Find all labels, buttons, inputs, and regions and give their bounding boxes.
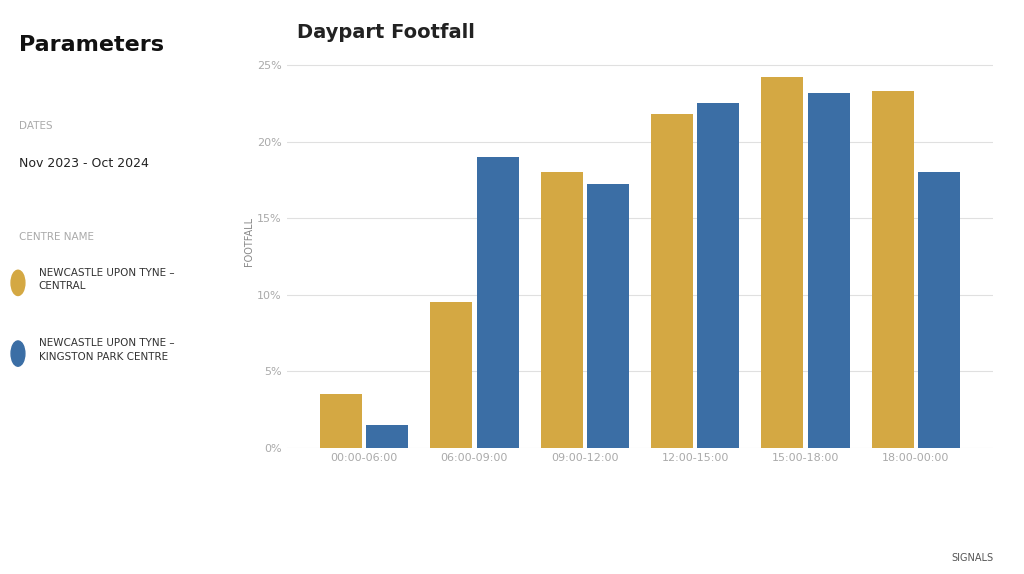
Circle shape [11, 270, 25, 296]
Text: NEWCASTLE UPON TYNE –
KINGSTON PARK CENTRE: NEWCASTLE UPON TYNE – KINGSTON PARK CENT… [39, 339, 174, 362]
Bar [541, 172, 583, 448]
Bar [919, 172, 961, 448]
Bar [697, 103, 739, 448]
Bar [430, 302, 472, 448]
Bar [319, 394, 361, 448]
Bar [651, 114, 693, 448]
Text: DATES: DATES [19, 121, 53, 131]
Text: NEWCASTLE UPON TYNE –
CENTRAL: NEWCASTLE UPON TYNE – CENTRAL [39, 267, 174, 291]
Bar [367, 425, 409, 448]
Bar [587, 184, 629, 448]
Bar [762, 77, 804, 448]
Circle shape [11, 341, 25, 366]
Bar [476, 157, 518, 448]
Text: CENTRE NAME: CENTRE NAME [19, 232, 94, 242]
Text: Nov 2023 - Oct 2024: Nov 2023 - Oct 2024 [19, 157, 150, 169]
Text: Parameters: Parameters [19, 36, 165, 55]
Y-axis label: FOOTFALL: FOOTFALL [244, 216, 254, 266]
Text: Daypart Footfall: Daypart Footfall [297, 23, 475, 42]
Bar [808, 92, 850, 448]
Text: SIGNALS: SIGNALS [951, 553, 993, 563]
Bar [871, 91, 913, 448]
